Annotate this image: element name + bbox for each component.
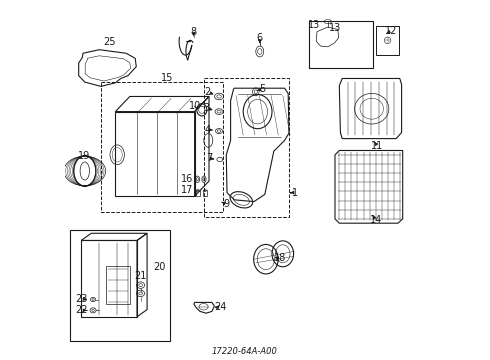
Text: 14: 14 (369, 215, 382, 225)
Text: 3: 3 (203, 103, 210, 113)
Text: 23: 23 (75, 294, 88, 304)
Text: 18: 18 (274, 253, 286, 264)
Text: 9: 9 (223, 199, 229, 209)
Text: 13: 13 (308, 20, 320, 30)
Text: 7: 7 (206, 153, 212, 163)
Text: 17: 17 (180, 185, 193, 195)
Text: 12: 12 (385, 26, 397, 36)
Bar (71, 230, 171, 341)
Text: 22: 22 (75, 305, 88, 315)
Text: 2: 2 (204, 87, 210, 97)
Text: 8: 8 (191, 27, 197, 37)
Text: 6: 6 (257, 33, 263, 43)
Bar (101, 82, 223, 212)
Text: 15: 15 (161, 73, 173, 84)
Text: 11: 11 (371, 141, 384, 151)
Text: 24: 24 (214, 302, 227, 312)
Text: 17220-64A-A00: 17220-64A-A00 (212, 346, 278, 356)
Text: 1: 1 (292, 188, 298, 198)
Text: 21: 21 (134, 271, 147, 282)
Bar (106, 266, 130, 304)
Text: 16: 16 (180, 174, 193, 184)
Bar (203, 190, 207, 196)
Text: 13: 13 (329, 23, 341, 33)
Text: 5: 5 (259, 84, 265, 94)
Bar (204, 78, 289, 217)
Text: 25: 25 (103, 37, 116, 48)
Bar (376, 26, 399, 55)
Bar (309, 21, 373, 68)
Text: 19: 19 (78, 150, 90, 161)
Text: 10: 10 (189, 101, 201, 111)
Bar (196, 190, 199, 196)
Text: 20: 20 (153, 262, 166, 272)
Text: 4: 4 (204, 125, 210, 135)
